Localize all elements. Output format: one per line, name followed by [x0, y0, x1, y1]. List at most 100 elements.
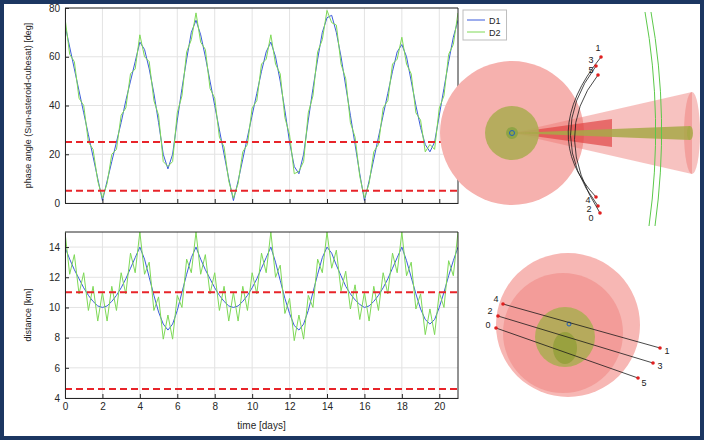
x-axis: [66, 199, 459, 204]
trajectory-point: [496, 314, 500, 318]
tick-label: 4: [138, 401, 144, 412]
tick: 14: [322, 394, 334, 412]
tick-label: 20: [434, 401, 446, 412]
tick-mark: [327, 199, 328, 203]
axis-line: [66, 203, 459, 204]
y-axis: 0 20 40 60 80: [49, 3, 69, 209]
tick-mark: [439, 199, 440, 203]
grid-line: [65, 203, 458, 204]
tick-label: 80: [49, 3, 61, 14]
legend-label: D2: [489, 28, 501, 38]
inner-section: [553, 332, 577, 364]
grid-line: [65, 398, 458, 399]
frame: [65, 8, 458, 203]
legend-box: [463, 10, 507, 40]
grid: [65, 8, 458, 203]
tick-mark: [65, 368, 69, 369]
inner-wedge: [512, 126, 690, 140]
grid-line: [364, 232, 365, 398]
diagram-top: 135420: [440, 12, 700, 226]
tick: 0: [54, 198, 69, 209]
tick: [327, 199, 328, 203]
tick-label: 60: [49, 51, 61, 62]
reference-line: [65, 388, 458, 390]
tick-mark: [290, 394, 291, 398]
frame: [65, 232, 458, 398]
trajectory-point: [594, 64, 598, 68]
trajectory-label: 0: [588, 213, 593, 223]
tick: [439, 199, 440, 203]
reference-line: [65, 141, 458, 143]
tick-label: 40: [49, 100, 61, 111]
trajectory-label: 3: [657, 361, 662, 371]
tick: 6: [175, 394, 181, 412]
tick: 4: [54, 393, 69, 404]
chart-panel: 02468101214161820468101214distance [km]t…: [23, 232, 459, 431]
y-axis: 468101214: [49, 233, 69, 404]
tick-mark: [65, 154, 69, 155]
trajectory: [574, 75, 600, 213]
trajectory-label: 0: [485, 320, 490, 330]
diagram-bottom: 420135: [485, 253, 669, 397]
trajectory-point: [651, 361, 655, 365]
grid-line: [65, 277, 458, 278]
grid-line: [327, 232, 328, 398]
background: [4, 4, 700, 436]
grid-line: [65, 337, 458, 338]
trajectory-point: [596, 73, 600, 77]
legend: D1D2: [463, 10, 507, 40]
tick: 6: [54, 363, 69, 374]
tick: 2: [100, 394, 106, 412]
grid-line: [65, 247, 458, 248]
tick-label: 18: [397, 401, 409, 412]
axis-title: distance [km]: [23, 288, 33, 341]
grid-line: [65, 367, 458, 368]
trajectory-point: [599, 55, 603, 59]
axis-line: [65, 233, 66, 399]
legend-swatch: [467, 20, 485, 21]
tick-mark: [65, 106, 69, 107]
grid-line: [139, 232, 140, 398]
tick-mark: [177, 199, 178, 203]
grid-line: [65, 56, 458, 57]
tick-label: 0: [63, 401, 69, 412]
tick: 80: [49, 3, 69, 14]
grid: [65, 232, 458, 398]
tick-label: 10: [247, 401, 259, 412]
series-line: [65, 232, 458, 341]
sphere: [496, 253, 640, 397]
tick-mark: [65, 247, 69, 248]
tick: 12: [285, 394, 297, 412]
tick: 4: [138, 394, 144, 412]
tick: 20: [49, 149, 69, 160]
tick-mark: [364, 394, 365, 398]
tick-label: 2: [100, 401, 106, 412]
tick-mark: [65, 398, 69, 399]
tick: 10: [49, 302, 69, 313]
tick-label: 12: [49, 272, 61, 283]
grid-line: [65, 232, 66, 398]
tick-mark: [65, 203, 69, 204]
tick: [364, 199, 365, 203]
tick-mark: [102, 394, 103, 398]
tick-label: 8: [212, 401, 218, 412]
tick-mark: [65, 277, 69, 278]
inner-cap: [687, 126, 693, 140]
grid-line: [401, 232, 402, 398]
tick-label: 6: [175, 401, 181, 412]
inner-sphere: [535, 307, 595, 367]
tick-mark: [102, 199, 103, 203]
tick-label: 14: [49, 242, 61, 253]
grid-line: [102, 232, 103, 398]
tick-mark: [290, 199, 291, 203]
grid-line: [65, 307, 458, 308]
tick: 60: [49, 51, 69, 62]
cone: [512, 92, 692, 174]
tick-mark: [140, 199, 141, 203]
tick-label: 10: [49, 302, 61, 313]
tick: [402, 199, 403, 203]
tick-mark: [252, 394, 253, 398]
tick-label: 14: [322, 401, 334, 412]
trajectory-point: [598, 211, 602, 215]
grid-line: [177, 232, 178, 398]
